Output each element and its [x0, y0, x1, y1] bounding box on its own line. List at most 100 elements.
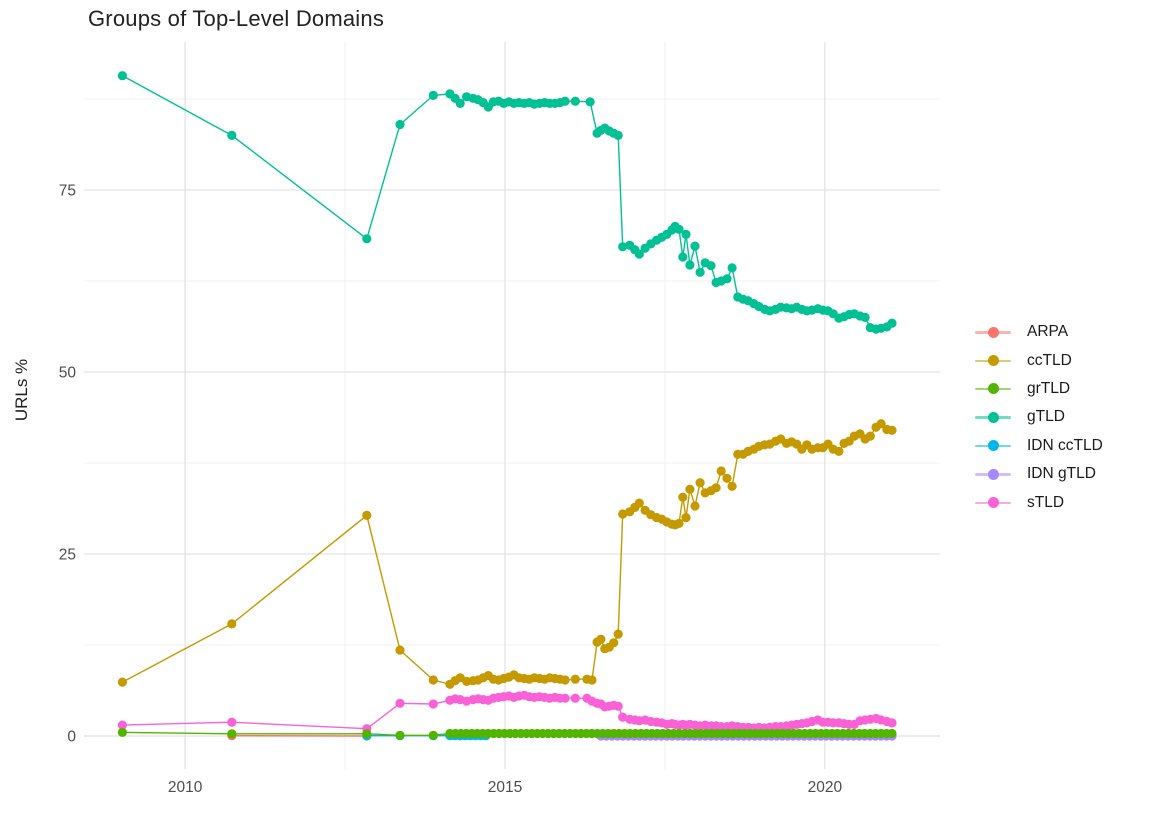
data-point [227, 619, 237, 629]
series-sTLD [117, 690, 897, 734]
data-point [887, 425, 897, 435]
data-point [618, 509, 628, 519]
data-point [395, 119, 405, 130]
legend-key-icon [972, 326, 1016, 338]
legend-label: sTLD [1027, 493, 1065, 511]
data-point [674, 224, 684, 234]
x-tick-label: 2015 [488, 779, 522, 796]
data-point [887, 318, 897, 328]
data-point [227, 717, 237, 727]
data-point [685, 484, 695, 494]
data-point [455, 98, 465, 108]
data-point [587, 675, 597, 685]
series-grTLD [117, 727, 897, 740]
data-point [395, 645, 405, 655]
y-tick-label: 75 [59, 183, 76, 200]
legend-key-dot [988, 468, 999, 480]
data-point [681, 513, 691, 523]
data-point [722, 473, 732, 483]
data-point [887, 728, 897, 739]
data-point [860, 312, 870, 322]
data-point [834, 446, 844, 456]
x-tick-label: 2010 [168, 779, 203, 796]
data-point [570, 693, 580, 703]
data-point [609, 638, 619, 648]
data-point [117, 71, 127, 81]
data-point [362, 234, 372, 244]
legend-item-IDN-gTLD: IDN gTLD [972, 460, 1103, 488]
data-point [585, 97, 595, 107]
legend-label: IDN ccTLD [1027, 436, 1103, 454]
legend-item-grTLD: grTLD [972, 375, 1103, 403]
data-point [227, 729, 237, 739]
data-point [722, 274, 732, 284]
y-tick-label: 25 [59, 547, 76, 564]
data-point [613, 701, 623, 711]
legend-key-icon [972, 497, 1016, 509]
data-point [428, 675, 438, 685]
legend-item-ccTLD: ccTLD [972, 346, 1103, 374]
legend-key-dot [988, 383, 999, 395]
series-ccTLD [117, 419, 897, 689]
data-point [865, 431, 875, 441]
data-point [560, 693, 570, 703]
data-point [428, 90, 438, 100]
legend-key-icon [972, 411, 1016, 423]
data-point [690, 241, 700, 251]
data-point [570, 96, 580, 106]
legend-key-dot [988, 326, 999, 338]
data-point [613, 629, 623, 639]
series-line [122, 75, 893, 330]
data-point [428, 730, 438, 740]
legend-label: grTLD [1027, 379, 1071, 397]
data-point [560, 96, 570, 106]
data-point [618, 242, 628, 252]
legend: ARPA ccTLD grTLD gTLD IDN ccTLD IDN gTLD sTLD [972, 318, 1103, 517]
data-point [681, 229, 691, 239]
legend-key-icon [972, 468, 1016, 480]
legend-item-sTLD: sTLD [972, 488, 1103, 516]
data-point [685, 260, 695, 270]
legend-key-icon [972, 440, 1016, 452]
data-point [362, 510, 372, 520]
legend-key-icon [972, 383, 1016, 395]
data-point [395, 730, 405, 740]
gridlines [84, 42, 940, 769]
legend-key-dot [988, 440, 999, 452]
data-point [596, 634, 606, 644]
data-point [678, 252, 688, 262]
legend-key-dot [988, 497, 999, 509]
axis-tick-labels: 0 25 50 75 2010 2015 2020 [59, 183, 843, 796]
data-point [876, 419, 886, 429]
legend-key-dot [988, 355, 999, 367]
legend-label: gTLD [1027, 408, 1065, 426]
series-gTLD [117, 71, 897, 334]
legend-label: ccTLD [1027, 351, 1072, 369]
data-point [690, 501, 700, 511]
data-point [227, 130, 237, 140]
legend-key-icon [972, 355, 1016, 367]
data-point [711, 483, 721, 493]
y-tick-label: 0 [67, 729, 76, 746]
legend-item-IDN-ccTLD: IDN ccTLD [972, 432, 1103, 460]
data-point [634, 498, 644, 508]
legend-item-ARPA: ARPA [972, 318, 1103, 346]
data-point [674, 518, 684, 529]
chart-title: Groups of Top-Level Domains [88, 6, 385, 31]
data-point [716, 466, 726, 476]
data-point [695, 478, 705, 488]
data-point [706, 261, 716, 271]
data-point [560, 675, 570, 685]
data-point [618, 712, 628, 722]
data-point [117, 677, 127, 687]
legend-label: ARPA [1027, 323, 1069, 341]
x-tick-label: 2020 [808, 779, 843, 796]
data-point [727, 481, 737, 491]
data-point [678, 492, 688, 502]
y-tick-label: 50 [59, 365, 77, 382]
legend-key-dot [988, 411, 999, 423]
legend-label: IDN gTLD [1027, 465, 1096, 483]
data-point [613, 130, 623, 140]
data-point [887, 718, 897, 728]
